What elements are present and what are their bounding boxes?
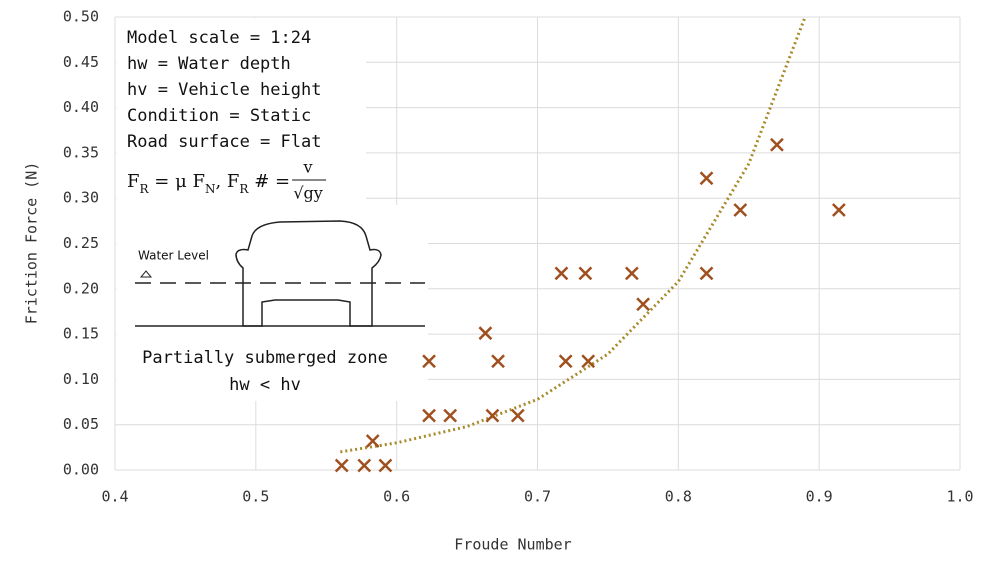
y-axis-title: Friction Force (N) bbox=[23, 162, 41, 325]
y-tick-label: 0.15 bbox=[63, 325, 99, 343]
y-tick-label: 0.20 bbox=[63, 279, 99, 297]
formula-part: , F bbox=[215, 171, 239, 192]
car-diagram: Water Level bbox=[135, 220, 425, 327]
marker bbox=[510, 408, 525, 423]
marker bbox=[422, 354, 436, 369]
marker bbox=[378, 458, 393, 473]
diagram-label: Water Level bbox=[138, 249, 209, 263]
y-tick-label: 0.45 bbox=[63, 53, 99, 71]
water-level-marker bbox=[139, 270, 153, 278]
marker bbox=[624, 266, 639, 281]
x-tick-label: 0.8 bbox=[665, 488, 692, 506]
x-tick-label: 0.9 bbox=[806, 488, 833, 506]
y-tick-label: 0.40 bbox=[63, 98, 99, 116]
diagram-box bbox=[116, 205, 428, 401]
marker bbox=[334, 458, 349, 473]
marker bbox=[831, 203, 846, 217]
formula-denominator: √gy bbox=[293, 184, 322, 203]
x-tick-label: 0.7 bbox=[524, 488, 551, 506]
y-tick-label: 0.35 bbox=[63, 143, 99, 161]
formula-numerator: v bbox=[303, 158, 313, 177]
x-tick-label: 0.5 bbox=[242, 488, 269, 506]
y-tick-label: 0.10 bbox=[63, 370, 99, 388]
annotation: Condition = Static bbox=[127, 106, 311, 126]
formula-part: = μ F bbox=[149, 171, 205, 192]
marker bbox=[733, 203, 748, 217]
y-tick-label: 0.05 bbox=[63, 415, 99, 433]
caption: hw < hv bbox=[229, 375, 301, 395]
annotation: Model scale = 1:24 bbox=[127, 28, 311, 48]
marker bbox=[578, 266, 593, 281]
marker bbox=[357, 458, 372, 473]
formula-part: F bbox=[127, 171, 140, 192]
marker bbox=[770, 137, 784, 152]
annotation-box bbox=[116, 18, 366, 208]
marker bbox=[485, 408, 500, 423]
marker bbox=[478, 326, 493, 341]
annotation: hw = Water depth bbox=[127, 54, 291, 74]
y-tick-label: 0.25 bbox=[63, 234, 99, 252]
y-tick-label: 0.00 bbox=[63, 461, 99, 479]
formula-part: R bbox=[239, 182, 249, 196]
y-tick-label: 0.30 bbox=[63, 189, 99, 207]
formula-part: R bbox=[140, 182, 150, 196]
marker bbox=[699, 171, 714, 186]
x-tick-label: 1.0 bbox=[946, 488, 973, 506]
caption: Partially submerged zone bbox=[142, 348, 388, 368]
marker bbox=[581, 354, 596, 369]
annotation: Road surface = Flat bbox=[127, 132, 321, 152]
vehicle-outline bbox=[235, 220, 382, 327]
y-tick-label: 0.50 bbox=[63, 8, 99, 26]
formula-part: # = bbox=[248, 171, 290, 192]
marker bbox=[558, 354, 573, 369]
x-tick-label: 0.6 bbox=[383, 488, 410, 506]
marker bbox=[554, 266, 569, 281]
x-axis-title: Froude Number bbox=[454, 536, 571, 554]
marker bbox=[636, 297, 651, 312]
marker bbox=[365, 434, 380, 448]
formula-part: N bbox=[205, 182, 216, 196]
trendline bbox=[340, 16, 807, 454]
x-tick-label: 0.4 bbox=[101, 488, 128, 506]
formula: FR = μ FN, FR # = bbox=[127, 171, 290, 196]
marker bbox=[699, 266, 714, 281]
annotation: hv = Vehicle height bbox=[127, 80, 321, 100]
marker bbox=[422, 408, 436, 423]
marker bbox=[491, 354, 505, 369]
marker bbox=[443, 408, 458, 423]
